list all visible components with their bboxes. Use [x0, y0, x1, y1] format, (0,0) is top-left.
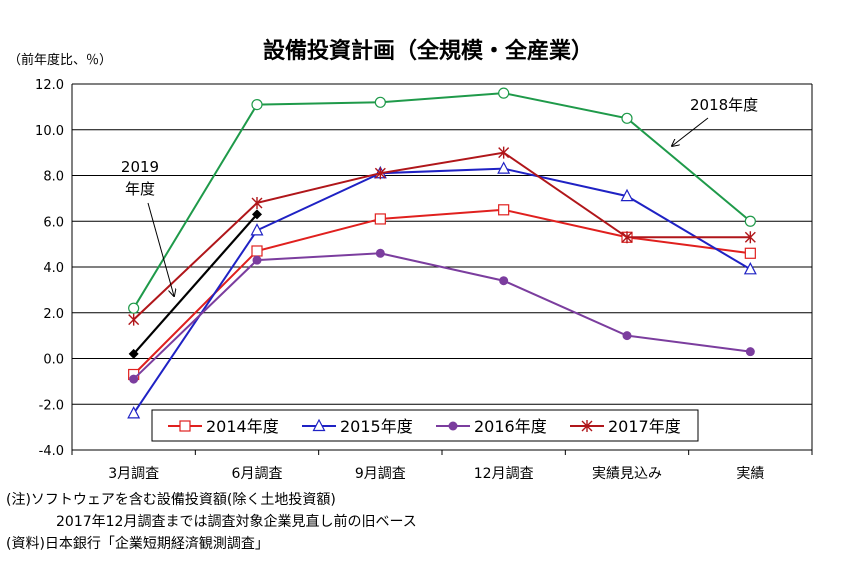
data-point [128, 302, 140, 314]
y-tick-label: 6.0 [43, 215, 64, 230]
data-point [374, 167, 386, 180]
y-tick-label: -2.0 [39, 398, 64, 413]
series-2019年度 [128, 209, 262, 359]
x-category-label: 実績見込み [592, 466, 662, 482]
chart-title: 設備投資計画（全規模・全産業） [263, 38, 593, 64]
data-point [744, 231, 756, 244]
series-2015年度 [127, 161, 757, 419]
annotations: 2018年度 2019 年度 [121, 96, 758, 296]
y-axis-unit-label: （前年度比、％） [8, 52, 112, 68]
y-tick-label: 12.0 [35, 78, 64, 93]
data-point [497, 161, 511, 174]
y-tick-label: 8.0 [43, 170, 64, 185]
y-tick-label: -4.0 [39, 444, 64, 459]
data-point [498, 87, 510, 99]
note-basis: 2017年12月調査までは調査対象企業見直し前の旧ベース [56, 514, 417, 530]
annotation-2018: 2018年度 [690, 96, 758, 114]
x-category-label: 3月調査 [108, 466, 159, 482]
data-point [498, 146, 510, 159]
data-point [374, 96, 386, 108]
series-2017年度 [128, 146, 756, 326]
data-point [251, 245, 263, 257]
x-category-label: 実績 [736, 466, 764, 482]
data-point [498, 204, 510, 216]
legend-label: 2014年度 [206, 417, 279, 436]
series-line [132, 208, 751, 376]
data-point [252, 255, 262, 265]
y-tick-label: 0.0 [43, 353, 64, 368]
data-point [251, 196, 263, 209]
data-point [621, 231, 633, 244]
series-line [132, 92, 751, 309]
legend-swatch-marker [312, 418, 326, 432]
data-point [250, 223, 264, 236]
data-point [743, 261, 757, 275]
y-tick-label: 10.0 [35, 124, 64, 139]
legend: 2014年度 2015年度 2016年度 2017年度 [151, 409, 699, 442]
legend-box [151, 409, 699, 442]
data-point [128, 313, 140, 326]
y-tick-labels: 12.0 10.0 8.0 6.0 4.0 2.0 0.0 -2.0 -4.0 [35, 78, 64, 459]
annotation-2019-line2: 年度 [125, 180, 155, 198]
data-point [744, 247, 756, 259]
data-point [129, 374, 139, 384]
data-point [622, 331, 632, 341]
data-point [621, 112, 633, 124]
data-point [620, 188, 634, 202]
data-point [128, 348, 139, 359]
y-tick-label: 2.0 [43, 307, 64, 322]
note-source: (資料)日本銀行「企業短期経済観測調査」 [6, 536, 269, 552]
legend-label: 2015年度 [340, 417, 413, 436]
data-point [374, 213, 386, 225]
annotation-2019-line1: 2019 [121, 158, 159, 176]
note-definition: (注)ソフトウェアを含む設備投資額(除く土地投資額) [6, 492, 336, 508]
series-lines [127, 87, 757, 419]
axes [71, 84, 813, 455]
x-category-label: 12月調査 [474, 466, 534, 482]
data-point [745, 347, 755, 357]
data-point [251, 98, 263, 111]
series-2016年度 [129, 248, 755, 384]
y-tick-label: 4.0 [43, 261, 64, 276]
legend-swatch-marker [581, 420, 593, 432]
legend-label: 2016年度 [474, 417, 547, 436]
legend-swatch-marker [179, 420, 191, 432]
series-line [132, 151, 751, 321]
series-2018年度 [128, 87, 756, 314]
legend-label: 2017年度 [608, 417, 681, 436]
series-line [132, 167, 751, 414]
x-category-label: 6月調査 [232, 466, 283, 482]
legend-swatch-marker [448, 421, 458, 431]
x-category-label: 9月調査 [355, 466, 406, 482]
data-point [252, 209, 262, 220]
annotation-2018-arrow [672, 117, 709, 146]
data-point [375, 248, 385, 258]
series-line [132, 252, 751, 380]
data-point [744, 215, 756, 227]
x-category-labels: 3月調査 6月調査 9月調査 12月調査 実績見込み 実績 [108, 466, 764, 482]
data-point [499, 276, 509, 286]
series-line [132, 213, 258, 355]
data-point [127, 406, 141, 419]
annotation-2019-arrow [147, 202, 174, 296]
capex-plan-chart: 設備投資計画（全規模・全産業） （前年度比、％） 12.0 10.0 8.0 6.0 4… [8, 38, 813, 482]
footnotes: (注)ソフトウェアを含む設備投資額(除く土地投資額) 2017年12月調査までは… [6, 489, 417, 555]
